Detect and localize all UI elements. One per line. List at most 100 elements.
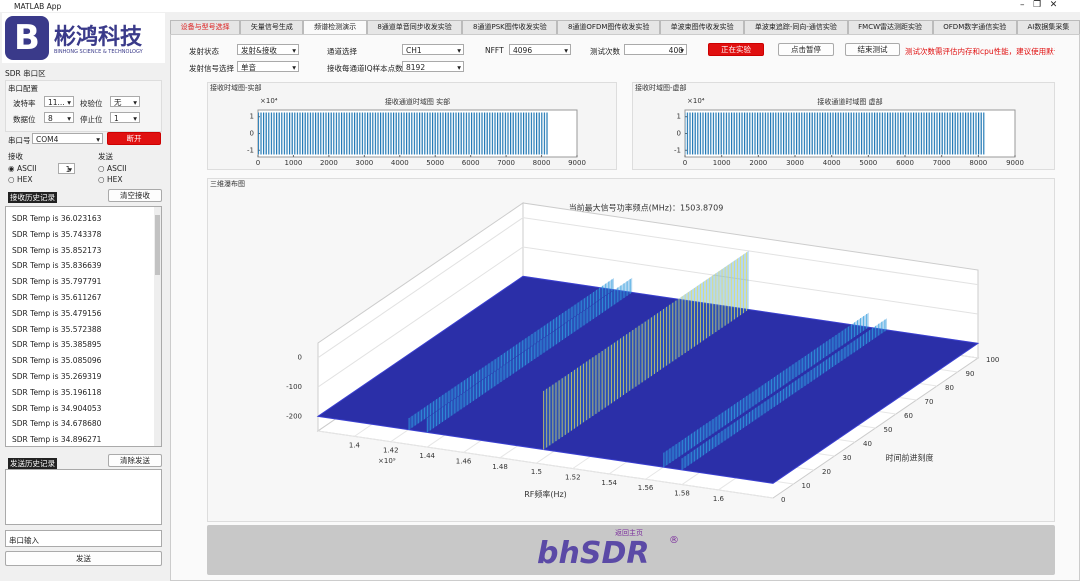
clear-rx-button[interactable]: 清空接收 [108,189,162,202]
serial-title: SDR 串口区 [5,69,46,78]
rx-history-box[interactable]: SDR Temp is 36.023163 SDR Temp is 35.7433… [5,206,162,447]
config-title: 串口配置 [8,84,38,93]
tx-state-label: 发射状态 [189,47,219,56]
tx-state-select[interactable]: 发射&接收 [237,44,299,56]
samples-select[interactable]: 8192 [402,61,464,73]
baud-label: 波特率 [13,99,36,108]
tx-radio[interactable]: ○ HEX [98,175,123,184]
x-tick-label: 5000 [426,159,444,167]
port-select[interactable]: COM4 [32,133,103,145]
stop-bits-select[interactable]: 1 [110,112,140,124]
signal-band [685,112,986,155]
window-buttons[interactable]: – ❐ ✕ [1020,0,1058,10]
rx-radio[interactable]: ◉ ASCII [8,164,37,173]
x-tick-label: 8000 [533,159,551,167]
y-tick-label: -1 [674,146,681,154]
y-tick-label: 80 [945,384,954,392]
rx-line: SDR Temp is 36.023163 [12,214,102,223]
rx-line: SDR Temp is 35.385895 [12,340,102,350]
x-tick-label: 8000 [969,159,987,167]
y-tick-label: 50 [884,426,893,434]
tab[interactable]: FMCW雷达测距实验 [847,20,933,34]
rx-line: SDR Temp is 35.852173 [12,245,102,255]
rx-line: SDR Temp is 35.743378 [12,229,102,239]
tab[interactable]: OFDM数字通信实验 [932,20,1017,34]
tab[interactable]: 矢量信号生成 [240,20,304,34]
x-tick-label: 1.44 [419,452,435,460]
warning-text: 测试次数需评估内存和cpu性能，建议使用默认值 [905,47,1055,56]
running-button[interactable]: 正在实验 [708,43,764,56]
tab[interactable]: 设备与型号选择 [170,20,241,34]
y-tick-label: 30 [843,454,852,462]
ridge [408,279,613,430]
rx-line: SDR Temp is 34.678680 [12,419,102,429]
count-input[interactable]: 400 [624,44,687,56]
disconnect-button[interactable]: 断开 [107,132,161,145]
stop-bits-label: 停止位 [80,115,103,124]
tx-radio[interactable]: ○ ASCII [98,164,127,173]
x-tick-label: 1.4 [349,441,361,449]
tab[interactable]: 8通道PSK图传收发实验 [462,20,558,34]
channel-select[interactable]: CH1 [402,44,464,56]
x-tick-label: 2000 [320,159,338,167]
window-title: MATLAB App [14,2,62,11]
rx-line: SDR Temp is 35.572388 [12,324,102,334]
data-bits-select[interactable]: 8 [44,112,74,124]
home-logo: bhSDR [537,536,650,571]
baud-select[interactable]: 11... [44,96,74,108]
y-tick-label: 1 [677,113,681,121]
ridge [681,319,886,470]
nfft-label: NFFT [485,46,504,55]
x-exponent: ×10⁹ [378,457,396,465]
rx-radio[interactable]: ○ HEX [8,175,33,184]
signal-select[interactable]: 单音 [237,61,299,73]
scrollbar[interactable] [154,207,161,446]
chart-title: 接收通道时域图 实部 [385,97,450,106]
z-tick-label: -100 [286,383,302,391]
x-tick-label: 1.46 [456,457,472,465]
channel-label: 通道选择 [327,47,357,56]
panel-title: 接收时域图-实部 [210,83,262,92]
tx-ascii: ASCII [106,164,127,173]
data-bits-label: 数据位 [13,115,36,124]
stop-button[interactable]: 结束测试 [845,43,900,56]
rx-ascii: ASCII [16,164,37,173]
x-tick-label: 3000 [355,159,373,167]
send-button[interactable]: 发送 [5,551,162,566]
z-tick-label: -200 [286,412,302,420]
home-button[interactable]: 返回主页 [615,529,643,537]
axis-exponent: ×10⁴ [687,97,705,105]
x-tick-label: 0 [256,159,260,167]
z-tick-label: 0 [298,354,302,362]
grid-line [317,217,979,359]
tab[interactable]: 单波束图传收发实验 [660,20,745,34]
parity-select[interactable]: 无 [110,96,140,108]
tx-history-box[interactable] [5,469,162,525]
y-tick-label: 0 [781,496,785,504]
chart-title: 接收通道时域图 虚部 [817,97,882,106]
rx-line: SDR Temp is 35.085096 [12,356,102,366]
rx-spinner[interactable]: 1 [58,163,75,175]
nfft-select[interactable]: 4096 [509,44,571,56]
pause-button[interactable]: 点击暂停 [778,43,834,56]
serial-input[interactable]: 串口输入 [5,530,162,547]
y-tick-label: 60 [904,412,913,420]
tab[interactable]: 频谱检测演示 [303,20,367,34]
x-tick-label: 6000 [462,159,480,167]
x-tick-label: 1000 [713,159,731,167]
y-tick-label: 40 [863,440,872,448]
rx-line: SDR Temp is 35.269319 [12,372,102,381]
tab[interactable]: 8通道单音同步收发实验 [366,20,463,34]
x-tick-label: 7000 [933,159,951,167]
tx-history-label: 发送历史记录 [8,458,57,469]
tab[interactable]: 单波束追踪-同向-通信实验 [744,20,848,34]
x-tick-label: 9000 [568,159,586,167]
rx-line: SDR Temp is 34.904053 [12,403,102,413]
x-tick-label: 5000 [859,159,877,167]
x-tick-label: 3000 [786,159,804,167]
tab[interactable]: 8通道OFDM图传收发实验 [557,20,661,34]
clear-tx-button[interactable]: 清除发送 [108,454,162,467]
tab[interactable]: AI数据集采集 [1016,20,1080,34]
panel-title: 接收时域图-虚部 [635,83,687,92]
